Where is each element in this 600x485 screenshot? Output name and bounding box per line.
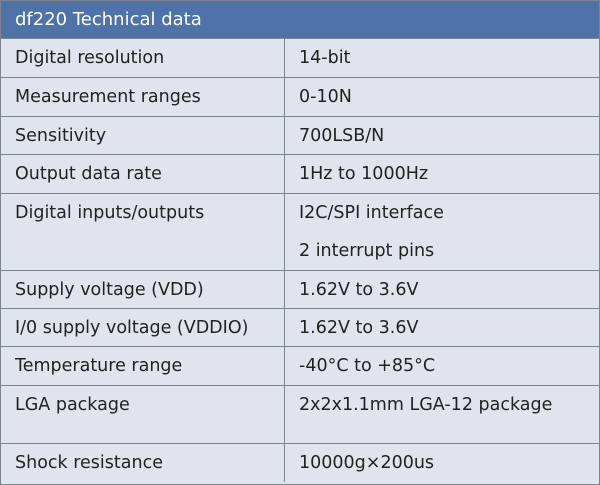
table-row: Output data rate 1Hz to 1000Hz	[1, 154, 599, 193]
label-text: I/0 supply voltage (VDDIO)	[15, 318, 249, 338]
row-label: LGA package	[1, 386, 285, 443]
table-row: Supply voltage (VDD) 1.62V to 3.6V	[1, 270, 599, 308]
value-text: 2x2x1.1mm LGA-12 package	[299, 395, 553, 415]
row-value: 10000g×200us	[286, 444, 599, 482]
table-header: df220 Technical data	[1, 1, 599, 38]
value-text: 2 interrupt pins	[299, 241, 435, 261]
label-text: Digital resolution	[15, 48, 165, 68]
label-text: Digital inputs/outputs	[15, 203, 205, 223]
label-text: Temperature range	[15, 356, 183, 376]
label-text: LGA package	[15, 395, 130, 415]
row-value: I2C/SPI interface 2 interrupt pins	[286, 194, 599, 270]
table-row: Sensitivity 700LSB/N	[1, 116, 599, 154]
row-label: Digital resolution	[1, 39, 285, 77]
label-text: Supply voltage (VDD)	[15, 280, 204, 300]
value-text: 1.62V to 3.6V	[299, 280, 419, 300]
label-text: Sensitivity	[15, 126, 107, 146]
row-label: Sensitivity	[1, 117, 285, 154]
row-value: -40°C to +85°C	[286, 347, 599, 385]
label-text: Shock resistance	[15, 453, 163, 473]
value-text: 10000g×200us	[299, 453, 435, 473]
table-row: Digital resolution 14-bit	[1, 38, 599, 77]
row-label: Digital inputs/outputs	[1, 194, 285, 270]
row-label: Measurement ranges	[1, 78, 285, 116]
row-value: 700LSB/N	[286, 117, 599, 154]
table-row: Shock resistance 10000g×200us	[1, 443, 599, 482]
value-text: -40°C to +85°C	[299, 356, 436, 376]
row-value: 1Hz to 1000Hz	[286, 155, 599, 193]
row-label: Supply voltage (VDD)	[1, 271, 285, 308]
row-label: Output data rate	[1, 155, 285, 193]
table-row: Temperature range -40°C to +85°C	[1, 346, 599, 385]
value-text: 0-10N	[299, 87, 352, 107]
row-value: 14-bit	[286, 39, 599, 77]
table-row: Digital inputs/outputs I2C/SPI interface 2…	[1, 193, 599, 270]
label-text: Output data rate	[15, 164, 162, 184]
row-label: Shock resistance	[1, 444, 285, 482]
row-value: 1.62V to 3.6V	[286, 271, 599, 308]
row-label: I/0 supply voltage (VDDIO)	[1, 309, 285, 346]
value-text: 1Hz to 1000Hz	[299, 164, 429, 184]
table-row: LGA package 2x2x1.1mm LGA-12 package	[1, 385, 599, 443]
row-value: 0-10N	[286, 78, 599, 116]
table-row: I/0 supply voltage (VDDIO) 1.62V to 3.6V	[1, 308, 599, 346]
table-row: Measurement ranges 0-10N	[1, 77, 599, 116]
value-text: 1.62V to 3.6V	[299, 318, 419, 338]
label-text: Measurement ranges	[15, 87, 201, 107]
value-text: 700LSB/N	[299, 126, 385, 146]
row-value: 2x2x1.1mm LGA-12 package	[286, 386, 599, 443]
row-value: 1.62V to 3.6V	[286, 309, 599, 346]
row-label: Temperature range	[1, 347, 285, 385]
value-text: 14-bit	[299, 48, 351, 68]
value-text: I2C/SPI interface	[299, 203, 444, 223]
